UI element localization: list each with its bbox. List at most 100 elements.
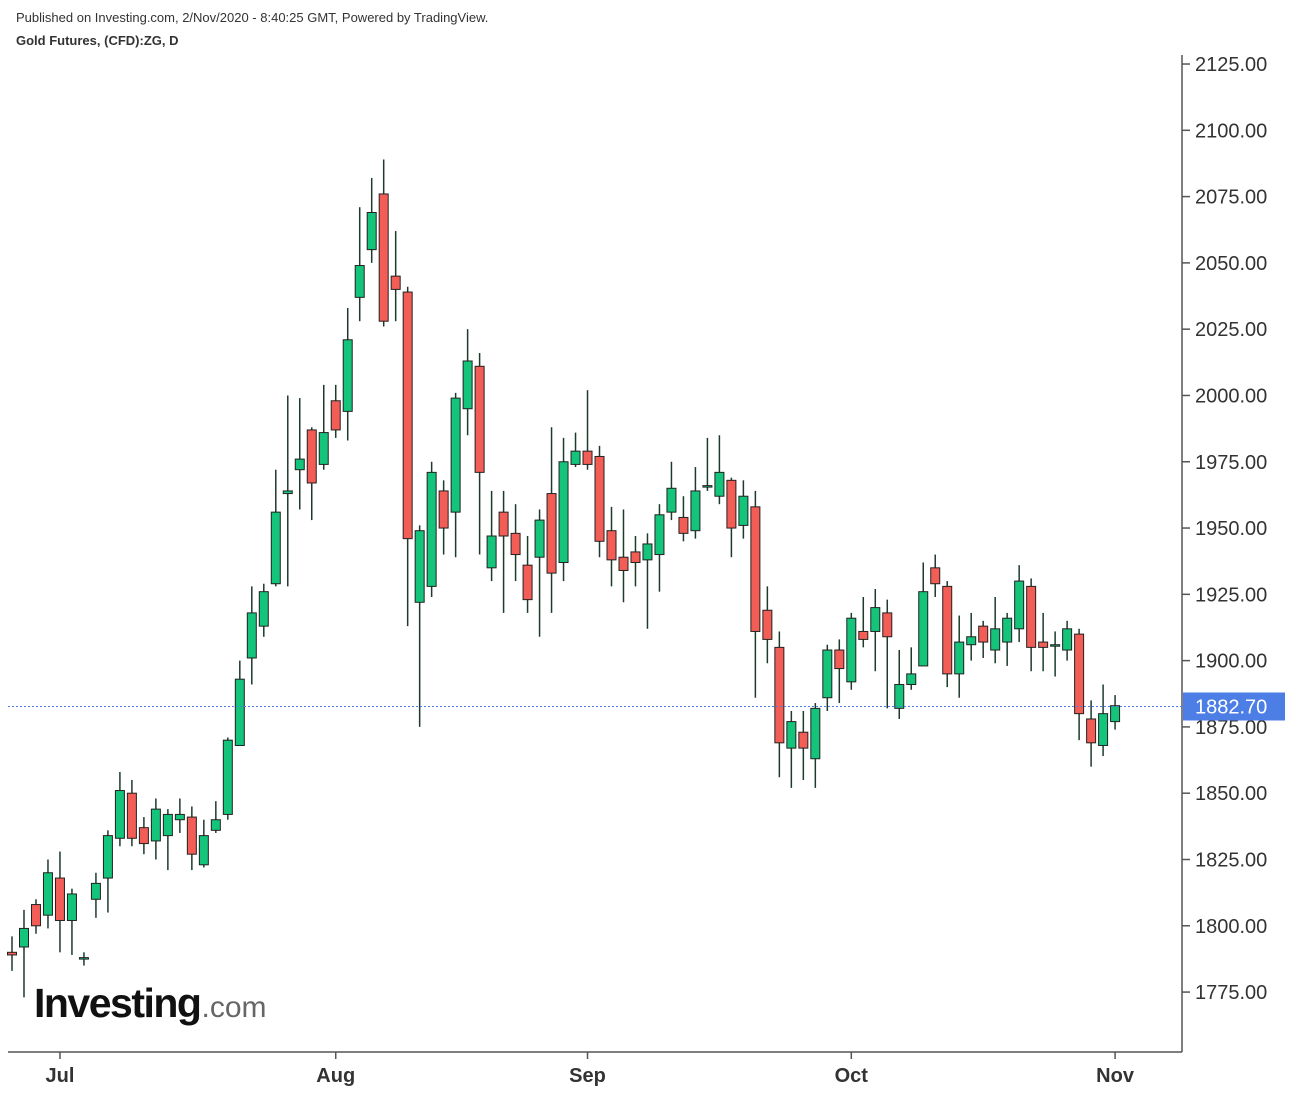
candle-body xyxy=(186,816,197,855)
candle-body xyxy=(102,835,113,879)
candle-body xyxy=(318,432,329,465)
candle-body xyxy=(390,275,401,290)
candle-body xyxy=(570,450,581,465)
candle-body xyxy=(18,927,29,948)
candle-body xyxy=(162,813,173,837)
candle-body xyxy=(210,819,221,831)
candle-body xyxy=(822,649,833,699)
y-tick-label: 1950.00 xyxy=(1195,518,1267,540)
candle-body xyxy=(486,535,497,569)
x-tick-label: Sep xyxy=(569,1065,606,1087)
candle-body xyxy=(594,455,605,542)
candle-body xyxy=(126,792,137,839)
candle-body xyxy=(30,904,41,927)
candle-body xyxy=(366,212,377,251)
candle-body xyxy=(378,193,389,322)
y-tick-label: 1825.00 xyxy=(1195,849,1267,871)
candle-body xyxy=(282,490,293,495)
candle-body xyxy=(918,591,929,667)
candle-body xyxy=(798,731,809,749)
candle-body xyxy=(1014,580,1025,630)
candle-body xyxy=(222,739,233,815)
candle-body xyxy=(462,360,473,410)
candle-body xyxy=(294,458,305,471)
y-tick-label: 1850.00 xyxy=(1195,783,1267,805)
candle-body xyxy=(330,400,341,431)
candle-body xyxy=(198,835,209,866)
candle-body xyxy=(834,649,845,670)
candle-body xyxy=(1110,705,1121,723)
y-tick-label: 2100.00 xyxy=(1195,120,1267,142)
y-tick-label: 1975.00 xyxy=(1195,452,1267,474)
candle-body xyxy=(438,490,449,529)
candle-body xyxy=(966,636,977,646)
candle-body xyxy=(858,630,869,640)
logo-name: Investing xyxy=(34,980,200,1026)
candle-body xyxy=(1050,644,1061,647)
candle-body xyxy=(114,790,125,839)
candle-body xyxy=(150,808,161,842)
candle-body xyxy=(978,625,989,643)
candle-body xyxy=(894,683,905,709)
candle-body xyxy=(630,551,641,564)
x-tick-label: Nov xyxy=(1096,1065,1135,1087)
candle-body xyxy=(942,585,953,675)
candle-body xyxy=(510,532,521,556)
candle-body xyxy=(666,487,677,513)
candle-body xyxy=(714,471,725,497)
chart-title: Gold Futures, (CFD):ZG, D xyxy=(16,33,178,48)
candle-body xyxy=(270,511,281,585)
candle-body xyxy=(786,721,797,749)
candle-body xyxy=(234,678,245,746)
candle-body xyxy=(1098,713,1109,746)
candle-body xyxy=(954,641,965,675)
candle-body xyxy=(642,543,653,561)
candle-body xyxy=(930,567,941,585)
candle-body xyxy=(882,612,893,638)
candle-body xyxy=(702,485,713,488)
candle-body xyxy=(738,495,749,526)
candle-body xyxy=(558,461,569,564)
y-tick-label: 1925.00 xyxy=(1195,584,1267,606)
candle-body xyxy=(474,365,485,473)
x-tick-label: Jul xyxy=(46,1065,75,1087)
candle-body xyxy=(1086,718,1097,744)
candle-body xyxy=(846,617,857,683)
logo-suffix: .com xyxy=(201,991,266,1024)
candle-body xyxy=(534,519,545,558)
y-tick-label: 2000.00 xyxy=(1195,385,1267,407)
candle-body xyxy=(498,511,509,537)
y-tick-label: 1800.00 xyxy=(1195,916,1267,938)
candle-body xyxy=(546,493,557,574)
candle-body xyxy=(690,490,701,532)
publisher-note: Published on Investing.com, 2/Nov/2020 -… xyxy=(16,10,488,25)
candle-body xyxy=(618,556,629,571)
candle-body xyxy=(1026,585,1037,648)
candle-body xyxy=(678,516,689,534)
y-tick-label: 2125.00 xyxy=(1195,54,1267,76)
y-tick-label: 2025.00 xyxy=(1195,319,1267,341)
candle-body xyxy=(522,564,533,601)
candle-body xyxy=(654,514,665,556)
candle-body xyxy=(174,813,185,821)
candle-body xyxy=(7,951,17,956)
candle-body xyxy=(354,265,365,298)
candle-body xyxy=(1074,633,1085,715)
candle-body xyxy=(246,612,257,659)
x-tick-label: Oct xyxy=(835,1065,869,1087)
candle-body xyxy=(606,530,617,561)
y-tick-label: 1875.00 xyxy=(1195,717,1267,739)
candle-body xyxy=(810,707,821,760)
x-tick-label: Aug xyxy=(316,1065,355,1087)
last-price-tag xyxy=(1183,692,1285,721)
candle-body xyxy=(66,893,77,921)
candle-body xyxy=(426,471,437,587)
candle-body xyxy=(1038,641,1049,648)
candle-body xyxy=(990,628,1001,651)
candle-body xyxy=(258,591,269,627)
candle-body xyxy=(906,673,917,685)
y-tick-label: 2075.00 xyxy=(1195,187,1267,209)
candle-body xyxy=(762,609,773,640)
candle-body xyxy=(726,479,737,529)
